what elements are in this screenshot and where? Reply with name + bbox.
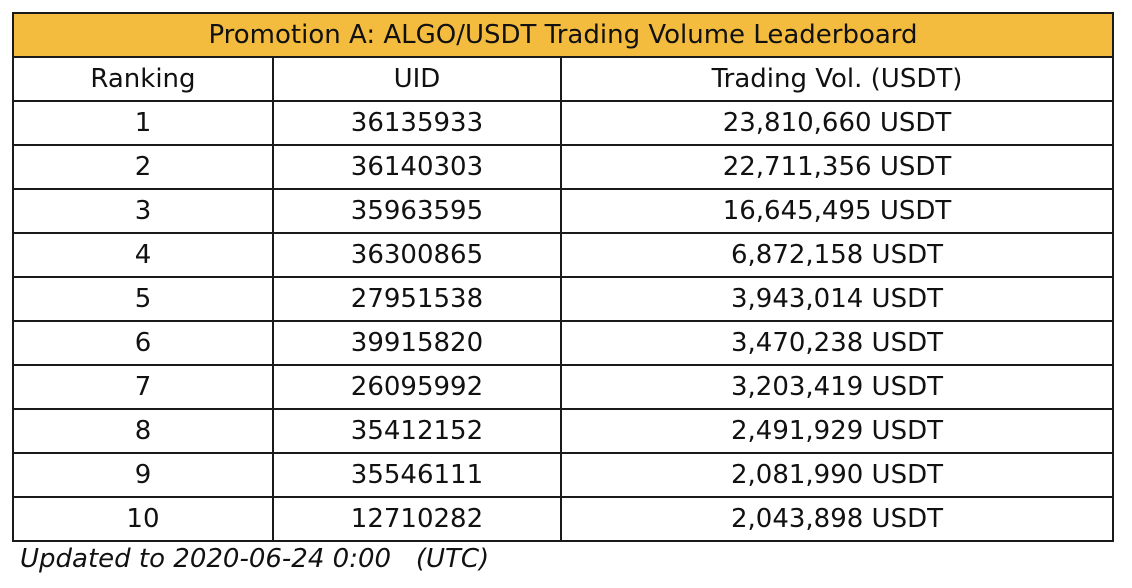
volume-cell: 23,810,660 USDT: [559, 100, 1115, 146]
table-row: 9 35546111 2,081,990 USDT: [12, 452, 1115, 498]
uid-cell: 35412152: [271, 408, 562, 454]
volume-cell: 22,711,356 USDT: [559, 144, 1115, 190]
table-row: 10 12710282 2,043,898 USDT: [12, 496, 1115, 542]
update-timestamp-note: Updated to 2020-06-24 0:00 (UTC): [20, 544, 490, 574]
uid-cell: 39915820: [271, 320, 562, 366]
uid-cell: 27951538: [271, 276, 562, 322]
table-row: 4 36300865 6,872,158 USDT: [12, 232, 1115, 278]
volume-cell: 3,943,014 USDT: [559, 276, 1115, 322]
rank-cell: 10: [12, 496, 274, 542]
title-row: Promotion A: ALGO/USDT Trading Volume Le…: [12, 12, 1114, 58]
table-row: 6 39915820 3,470,238 USDT: [12, 320, 1115, 366]
volume-cell: 6,872,158 USDT: [559, 232, 1115, 278]
rank-cell: 9: [12, 452, 274, 498]
uid-cell: 36135933: [271, 100, 562, 146]
volume-cell: 2,043,898 USDT: [559, 496, 1115, 542]
rank-cell: 7: [12, 364, 274, 410]
rank-cell: 1: [12, 100, 274, 146]
uid-cell: 35546111: [271, 452, 562, 498]
rank-cell: 4: [12, 232, 274, 278]
uid-cell: 35963595: [271, 188, 562, 234]
volume-cell: 3,203,419 USDT: [559, 364, 1115, 410]
header-uid: UID: [271, 56, 562, 102]
rank-cell: 5: [12, 276, 274, 322]
header-ranking: Ranking: [12, 56, 274, 102]
uid-cell: 12710282: [271, 496, 562, 542]
rank-cell: 8: [12, 408, 274, 454]
table-row: 3 35963595 16,645,495 USDT: [12, 188, 1115, 234]
rank-cell: 3: [12, 188, 274, 234]
uid-cell: 36140303: [271, 144, 562, 190]
rank-cell: 6: [12, 320, 274, 366]
volume-cell: 2,081,990 USDT: [559, 452, 1115, 498]
uid-cell: 36300865: [271, 232, 562, 278]
uid-cell: 26095992: [271, 364, 562, 410]
table-row: 5 27951538 3,943,014 USDT: [12, 276, 1115, 322]
header-row: Ranking UID Trading Vol. (USDT): [12, 56, 1115, 102]
volume-cell: 2,491,929 USDT: [559, 408, 1115, 454]
header-trading-vol: Trading Vol. (USDT): [559, 56, 1115, 102]
volume-cell: 3,470,238 USDT: [559, 320, 1115, 366]
leaderboard-table: Promotion A: ALGO/USDT Trading Volume Le…: [12, 12, 1115, 542]
rank-cell: 2: [12, 144, 274, 190]
table-row: 7 26095992 3,203,419 USDT: [12, 364, 1115, 410]
table-row: 8 35412152 2,491,929 USDT: [12, 408, 1115, 454]
leaderboard-title: Promotion A: ALGO/USDT Trading Volume Le…: [12, 12, 1114, 58]
volume-cell: 16,645,495 USDT: [559, 188, 1115, 234]
table-row: 2 36140303 22,711,356 USDT: [12, 144, 1115, 190]
table-row: 1 36135933 23,810,660 USDT: [12, 100, 1115, 146]
